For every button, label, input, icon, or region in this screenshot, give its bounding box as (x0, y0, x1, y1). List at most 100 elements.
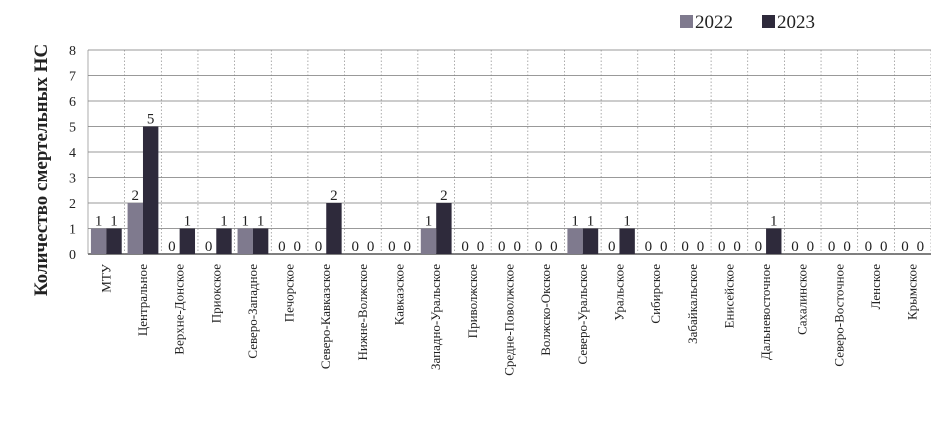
data-label-2023: 0 (733, 239, 741, 255)
bar-2023 (766, 228, 782, 254)
x-category-label: Северо-Кавказское (318, 264, 333, 369)
data-label-2022: 0 (901, 239, 909, 255)
y-tick-label: 1 (69, 223, 76, 238)
y-tick-label: 5 (69, 121, 76, 136)
bar-2023 (436, 203, 452, 254)
data-label-2022: 0 (351, 239, 359, 255)
data-label-2023: 5 (147, 112, 155, 128)
legend-label-2023: 2023 (777, 12, 815, 33)
data-label-2023: 0 (660, 239, 668, 255)
x-category-label: Северо-Западное (245, 264, 260, 359)
bar-2023 (619, 228, 635, 254)
x-category-label: Волжско-Окское (538, 264, 553, 356)
data-label-2022: 0 (278, 239, 286, 255)
data-label-2023: 1 (184, 214, 192, 230)
data-label-2022: 0 (828, 239, 836, 255)
data-label-2022: 0 (205, 239, 213, 255)
data-label-2023: 0 (807, 239, 815, 255)
data-label-2022: 0 (461, 239, 469, 255)
data-label-2023: 0 (697, 239, 705, 255)
bar-2023 (216, 228, 232, 254)
data-label-2022: 2 (132, 188, 140, 204)
data-label-2023: 1 (770, 214, 778, 230)
data-label-2022: 0 (535, 239, 543, 255)
y-tick-label: 2 (69, 197, 76, 212)
bar-2023 (179, 228, 196, 254)
x-category-label: Крымское (905, 264, 920, 320)
data-label-2023: 0 (477, 239, 485, 255)
legend-swatch-2023 (762, 15, 775, 28)
x-category-label: Сахалинское (795, 264, 810, 335)
y-tick-label: 8 (69, 44, 76, 59)
data-label-2023: 0 (880, 239, 888, 255)
data-label-2023: 2 (330, 188, 338, 204)
data-label-2022: 0 (608, 239, 616, 255)
data-label-2022: 0 (498, 239, 506, 255)
data-label-2023: 0 (843, 239, 851, 255)
data-label-2023: 0 (513, 239, 521, 255)
x-category-label: Северо-Уральское (575, 264, 590, 365)
data-label-2022: 0 (791, 239, 799, 255)
data-label-2022: 0 (168, 239, 176, 255)
data-label-2023: 1 (257, 214, 265, 230)
x-category-label: Печорское (282, 264, 297, 322)
data-label-2023: 0 (294, 239, 302, 255)
y-axis-label: Количество смертельных НС (31, 44, 52, 296)
y-tick-labels: 0 1 2 3 4 5 6 7 8 (69, 44, 76, 263)
y-tick-label: 6 (69, 95, 76, 110)
x-category-label: Нижне-Волжское (355, 264, 370, 361)
data-label-2022: 0 (315, 239, 323, 255)
bars (90, 126, 782, 254)
data-label-2023: 0 (403, 239, 411, 255)
data-label-2022: 1 (425, 214, 433, 230)
y-tick-label: 4 (69, 146, 76, 161)
data-label-2022: 0 (681, 239, 689, 255)
bar-2022 (127, 203, 143, 254)
x-category-label: Сибирское (648, 264, 663, 324)
data-label-2022: 1 (241, 214, 249, 230)
bar-2022 (420, 228, 437, 254)
data-label-2023: 2 (440, 188, 448, 204)
bar-2022 (567, 228, 583, 254)
data-label-2023: 0 (367, 239, 375, 255)
y-tick-label: 7 (69, 70, 76, 85)
grid-layer (87, 49, 931, 255)
data-label-2022: 0 (645, 239, 653, 255)
data-label-2023: 1 (623, 214, 631, 230)
x-category-label: Северо-Восточное (831, 264, 846, 367)
bar-2022 (90, 228, 107, 254)
data-label-2022: 0 (718, 239, 726, 255)
x-category-label: Ленское (868, 264, 883, 310)
x-category-labels: МТУ Центральное Верхне-Донское Приокское Сев… (98, 263, 919, 376)
data-label-2023: 0 (917, 239, 925, 255)
data-label-2022: 1 (95, 214, 103, 230)
legend-swatch-2022 (680, 15, 693, 28)
bar-2023 (142, 126, 159, 254)
data-label-2022: 1 (571, 214, 579, 230)
legend-label-2022: 2022 (695, 12, 733, 33)
bar-2023 (326, 203, 342, 254)
x-category-label: Енисейское (721, 264, 736, 329)
data-label-2023: 1 (587, 214, 595, 230)
bar-2023 (582, 228, 599, 254)
x-category-label: Верхне-Донское (172, 264, 187, 355)
data-label-2023: 1 (110, 214, 118, 230)
data-label-2023: 0 (550, 239, 558, 255)
bar-2022 (237, 228, 253, 254)
x-category-label: Дальневосточное (758, 264, 773, 360)
data-label-2022: 0 (755, 239, 763, 255)
x-category-label: Западно-Уральское (428, 264, 443, 370)
data-label-2022: 0 (865, 239, 873, 255)
legend: 2022 2023 (680, 12, 815, 33)
x-category-label: МТУ (98, 263, 113, 293)
x-category-label: Забайкальское (685, 264, 700, 344)
y-tick-label: 0 (69, 248, 76, 263)
x-category-label: Средне-Поволжское (502, 264, 517, 376)
data-label-2022: 0 (388, 239, 396, 255)
x-category-label: Центральное (135, 264, 150, 336)
bar-2023 (252, 228, 269, 254)
bar-2023 (106, 228, 122, 254)
x-category-label: Уральское (611, 264, 626, 321)
